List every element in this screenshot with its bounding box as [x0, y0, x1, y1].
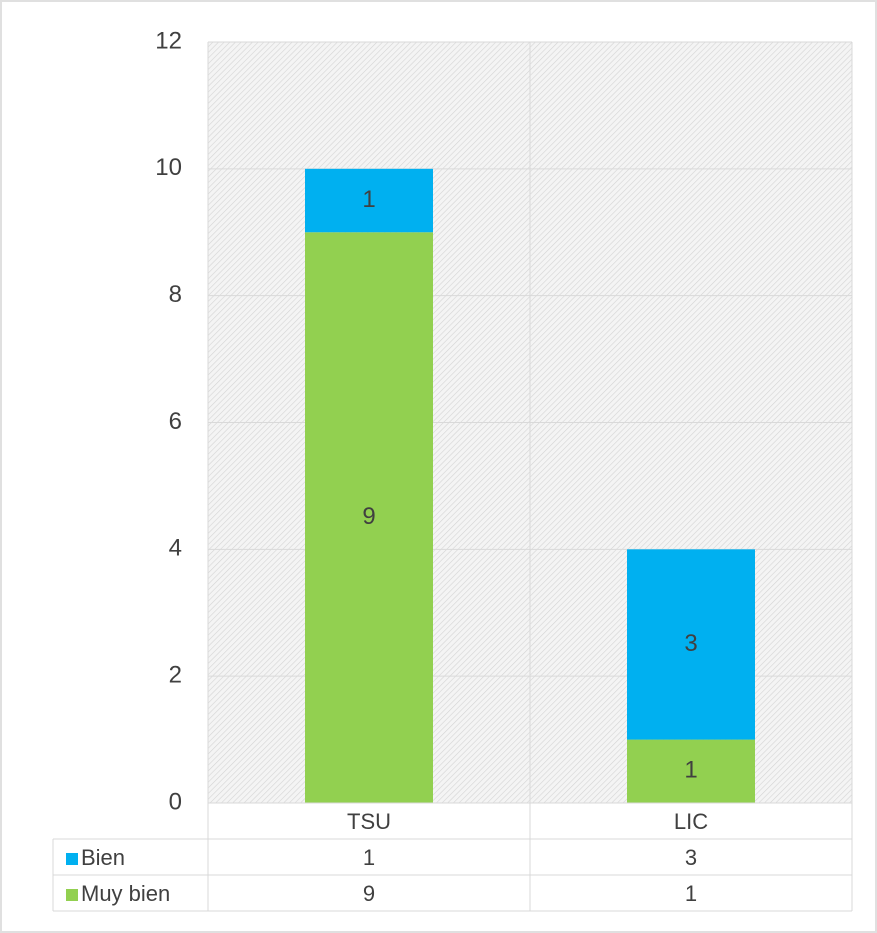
data-label: 9: [362, 503, 375, 530]
y-tick-label: 6: [169, 408, 182, 435]
data-label: 1: [684, 757, 697, 784]
y-tick-label: 4: [169, 535, 182, 562]
legend-label: Bien: [81, 845, 125, 870]
table-value: 1: [363, 845, 375, 870]
table-value: 1: [685, 881, 697, 906]
legend-swatch: [66, 853, 78, 865]
legend-label: Muy bien: [81, 881, 170, 906]
y-tick-label: 8: [169, 281, 182, 308]
bar-segment: [627, 739, 755, 803]
table-value: 3: [685, 845, 697, 870]
y-tick-label: 2: [169, 662, 182, 689]
y-tick-label: 0: [169, 788, 182, 815]
legend-swatch: [66, 889, 78, 901]
y-tick-label: 10: [155, 154, 182, 181]
data-label: 1: [362, 186, 375, 213]
x-tick-label: LIC: [674, 809, 708, 834]
x-tick-label: TSU: [347, 809, 391, 834]
y-tick-label: 12: [155, 27, 182, 54]
bar-segment: [627, 549, 755, 740]
table-value: 9: [363, 881, 375, 906]
data-label: 3: [684, 630, 697, 657]
bar-segment: [305, 232, 433, 803]
bar-segment: [305, 168, 433, 233]
